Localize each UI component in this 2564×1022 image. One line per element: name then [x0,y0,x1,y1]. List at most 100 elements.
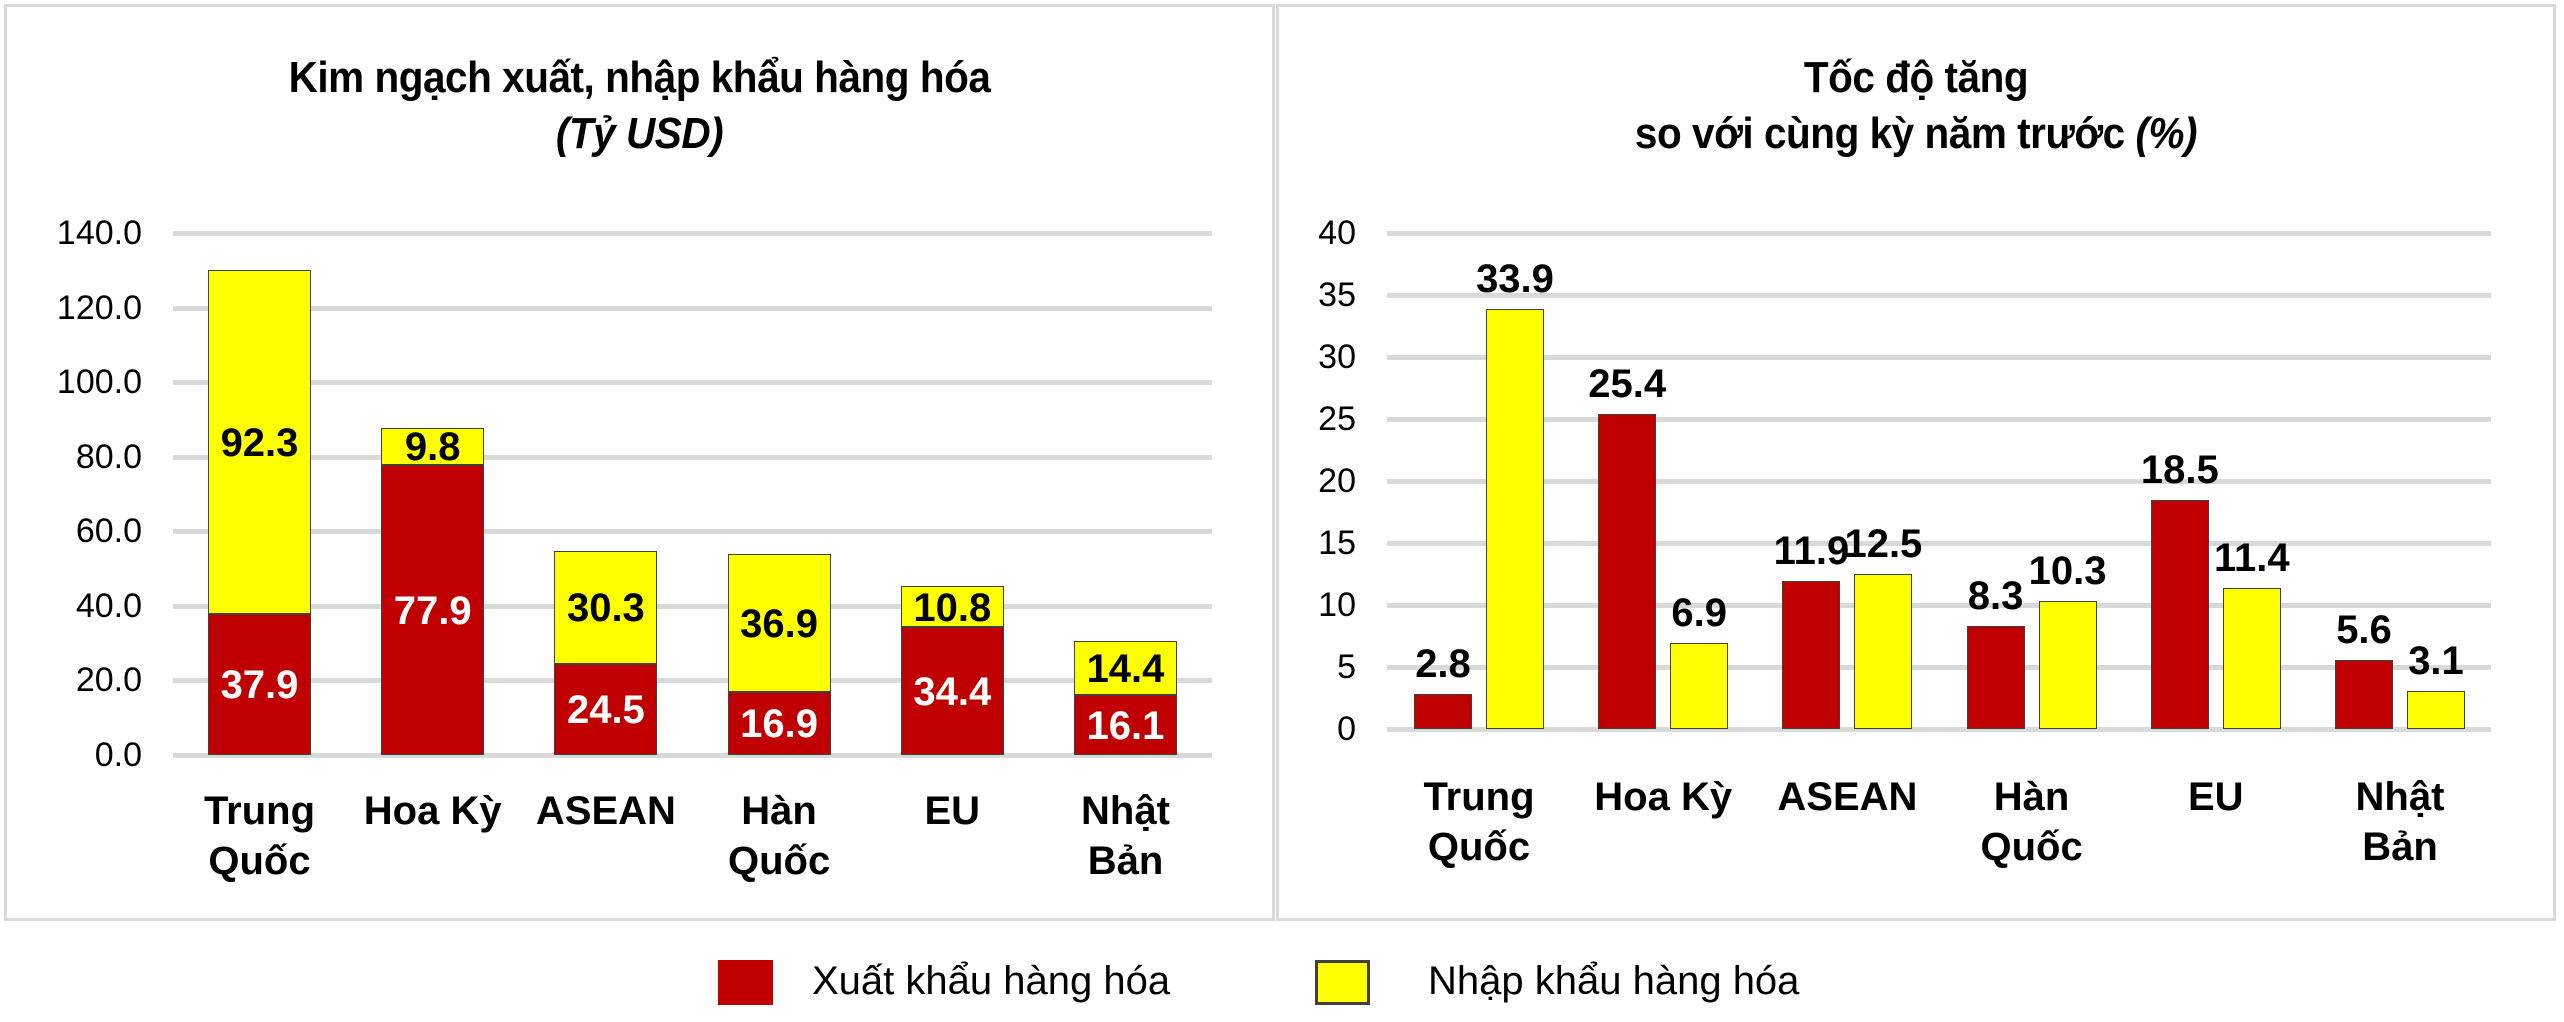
left-y-tick-label: 60.0 [75,512,142,551]
left-import-bar: 30.3 [554,550,658,664]
left-gridline [173,678,1212,684]
right-y-tick-label: 30 [1318,338,1356,376]
right-export-value: 5.6 [2336,607,2392,652]
left-import-value: 36.9 [740,602,819,647]
left-export-value: 24.5 [566,688,645,733]
left-import-value: 30.3 [566,586,645,631]
right-category-label: Trung Quốc [1423,775,1535,869]
left-y-tick-label: 80.0 [75,437,142,476]
right-import-bar [1670,643,1729,729]
right-y-tick-label: 5 [1337,648,1356,686]
left-export-value: 16.1 [1086,703,1165,748]
left-export-value: 16.9 [740,702,819,747]
right-category-label: ASEAN [1777,775,1918,819]
left-y-tick-label: 40.0 [75,586,142,625]
left-category-label: EU [924,789,981,833]
left-y-tick-label: 140.0 [56,214,142,252]
left-gridline [173,753,1212,758]
left-y-tick-label: 100.0 [56,363,142,402]
left-export-bar: 34.4 [900,626,1004,755]
legend-export-label: Xuất khẩu hàng hóa [812,959,1171,1003]
right-export-value: 11.9 [1773,529,1850,574]
left-gridline [173,380,1212,386]
left-import-bar: 9.8 [381,425,485,469]
left-import-value: 14.4 [1086,647,1165,692]
right-y-tick-label: 35 [1318,276,1356,314]
right-import-value: 3.1 [2408,638,2464,683]
right-import-bar [2222,587,2281,729]
left-gridline [173,305,1212,311]
left-category-label: ASEAN [535,789,676,833]
right-gridline [1387,603,2491,608]
right-export-bar [1966,626,2025,729]
right-export-bar [1598,414,1657,729]
left-gridline [173,603,1212,609]
left-chart-unit: (Tỷ USD) [555,109,724,158]
left-gridline [173,529,1212,535]
right-gridline [1387,727,2491,732]
left-import-bar: 14.4 [1074,641,1177,695]
right-import-bar [2038,601,2097,729]
right-chart-unit: (%) [2135,109,2198,158]
left-import-bar: 92.3 [208,269,311,614]
right-category-label: Hoa Kỳ [1594,775,1733,819]
left-export-bar: 24.5 [554,663,658,755]
left-import-value: 92.3 [220,420,299,465]
left-category-label: Hàn Quốc [727,789,831,883]
right-export-bar [2335,659,2393,729]
legend-import-swatch [1315,960,1370,1005]
right-chart-title: Tốc độ tăng so với cùng kỳ năm trước (%) [1327,50,2505,162]
right-export-bar [1414,694,1472,729]
right-chart-title-line2: so với cùng kỳ năm trước [1634,109,2136,158]
left-import-bar: 36.9 [727,554,831,692]
left-category-label: Hoa Kỳ [363,789,502,833]
left-gridline [173,454,1212,460]
right-export-value: 2.8 [1415,642,1471,687]
left-gridline [173,231,1212,236]
right-import-value: 12.5 [1844,522,1923,566]
right-gridline [1387,665,2491,670]
left-export-value: 34.4 [913,669,992,714]
right-chart-title-line1: Tốc độ tăng [1803,53,2029,102]
left-chart-title: Kim ngạch xuất, nhập khẩu hàng hóa (Tỷ U… [55,50,1224,162]
right-y-tick-label: 40 [1318,214,1356,252]
right-import-bar [1854,574,1913,729]
right-gridline [1387,541,2491,546]
right-y-tick-label: 0 [1337,710,1356,748]
left-export-bar: 16.9 [727,691,831,755]
right-export-bar [1782,581,1841,729]
right-export-bar [2150,499,2209,729]
right-y-tick-label: 15 [1318,524,1356,562]
left-chart-title-text: Kim ngạch xuất, nhập khẩu hàng hóa [288,53,991,102]
right-export-value: 18.5 [2140,447,2219,492]
right-import-bar [2407,690,2465,729]
left-import-value: 10.8 [913,585,992,630]
right-export-value: 25.4 [1588,362,1667,407]
right-category-label: EU [2188,775,2244,819]
right-import-value: 11.4 [2213,535,2290,580]
right-import-bar [1486,308,1544,729]
right-import-value: 10.3 [2028,549,2107,594]
left-category-label: Trung Quốc [203,789,316,883]
right-gridline [1387,355,2491,360]
right-gridline [1387,417,2491,422]
left-export-value: 77.9 [393,588,472,633]
right-import-value: 33.9 [1476,256,1554,301]
right-category-label: Hàn Quốc [1980,775,2083,869]
right-gridline [1387,479,2491,484]
legend-export-swatch [718,960,773,1005]
left-y-tick-label: 0.0 [94,736,142,774]
left-y-tick-label: 120.0 [56,288,142,327]
left-import-value: 9.8 [404,425,461,470]
left-y-tick-label: 20.0 [75,661,142,700]
left-export-bar: 16.1 [1074,694,1177,755]
right-gridline [1387,293,2491,298]
right-import-value: 6.9 [1671,591,1727,636]
right-y-tick-label: 25 [1318,400,1356,438]
left-import-bar: 10.8 [900,586,1004,630]
right-y-tick-label: 10 [1318,586,1356,624]
right-y-tick-label: 20 [1318,462,1356,500]
left-export-value: 37.9 [220,663,299,708]
legend-import-label: Nhập khẩu hàng hóa [1428,959,1800,1003]
left-export-bar: 77.9 [381,464,485,755]
